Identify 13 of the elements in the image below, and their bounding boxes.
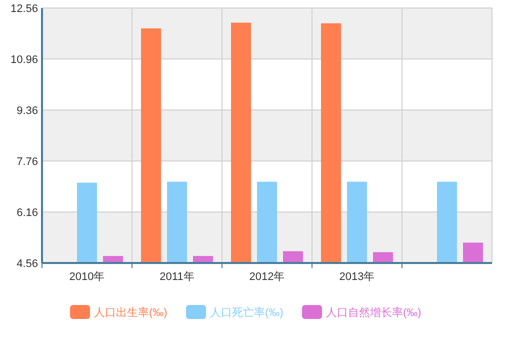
x-tick-label: 2012年 <box>249 271 285 283</box>
x-tick-label: 2010年 <box>69 271 105 283</box>
y-tick-label: 4.56 <box>16 258 38 270</box>
y-tick-label: 10.96 <box>10 54 38 66</box>
y-tick-label: 6.16 <box>16 207 38 219</box>
legend-label: 人口出生率(‰) <box>94 306 168 319</box>
y-tick-label: 12.56 <box>10 3 38 15</box>
x-tick-label: 2011年 <box>160 271 194 283</box>
y-tick-label: 9.36 <box>16 105 38 117</box>
legend-label: 人口自然增长率(‰) <box>326 306 422 319</box>
y-tick-label: 7.76 <box>16 156 38 168</box>
x-tick-label: 2013年 <box>339 271 375 283</box>
legend-label: 人口死亡率(‰) <box>210 306 284 319</box>
